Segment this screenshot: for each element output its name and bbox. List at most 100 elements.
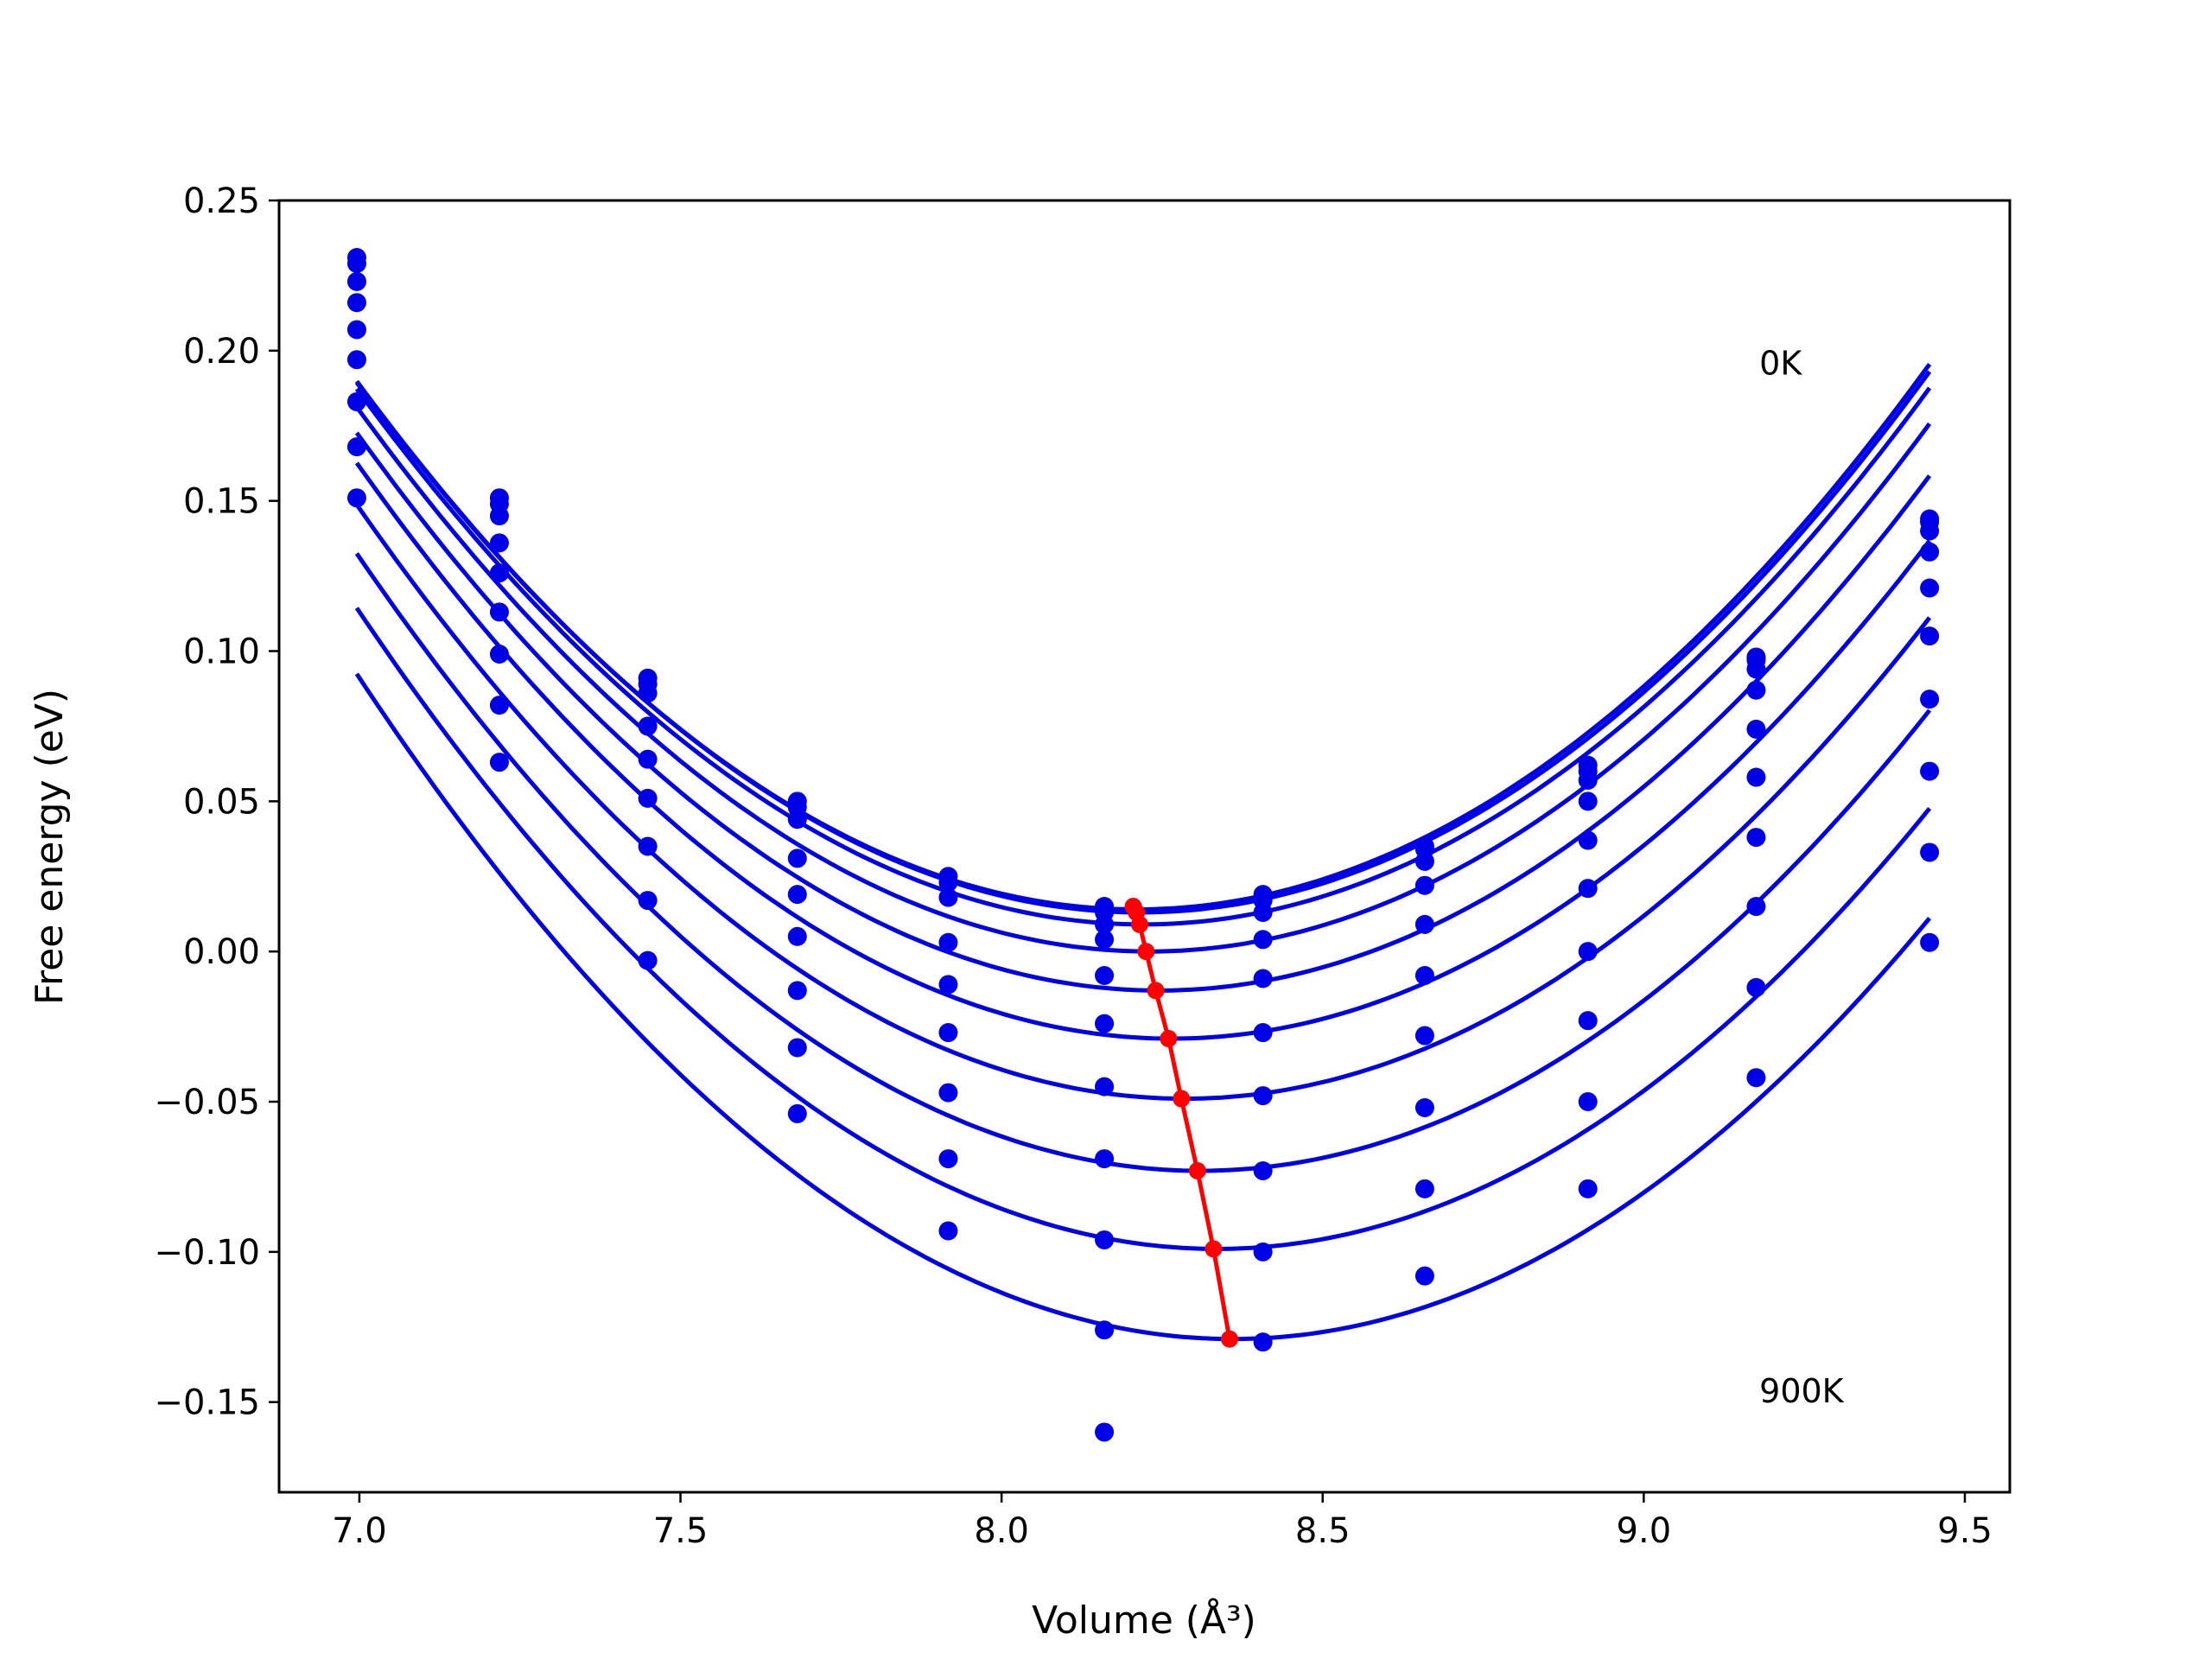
data-point <box>1746 977 1766 997</box>
data-point <box>489 563 509 583</box>
plot-frame <box>277 199 2012 1494</box>
data-point <box>638 950 658 970</box>
data-point <box>489 753 509 772</box>
data-point <box>787 885 807 905</box>
data-point <box>1920 626 1940 646</box>
fit-curve <box>354 503 1932 1101</box>
data-point <box>787 1103 807 1123</box>
data-point <box>346 350 366 370</box>
data-point <box>1578 879 1598 899</box>
data-point <box>1578 1011 1598 1031</box>
y-tick-label: 0.00 <box>183 932 260 972</box>
data-point <box>1095 966 1115 985</box>
data-point <box>1414 875 1434 895</box>
data-point <box>1920 932 1940 952</box>
data-point <box>1920 542 1940 562</box>
data-point <box>1746 767 1766 787</box>
data-point <box>489 506 509 526</box>
data-point <box>1253 1332 1273 1352</box>
data-point <box>1578 942 1598 962</box>
data-points <box>346 248 1940 1442</box>
minimum-point <box>1188 1161 1206 1179</box>
x-axis-ticks: 7.0 7.5 8.0 8.5 9.0 9.5 <box>332 1492 1993 1551</box>
y-tick-label: 0.25 <box>183 181 260 221</box>
data-point <box>1746 897 1766 917</box>
data-point <box>1095 1230 1115 1249</box>
y-axis-ticks: 0.25 0.20 0.15 0.10 0.05 0.00 −0.05 −0.10 −0.15 <box>154 181 279 1423</box>
data-point <box>787 981 807 1001</box>
data-point <box>638 749 658 769</box>
data-point <box>938 1083 958 1103</box>
data-point <box>346 254 366 274</box>
data-point <box>1095 1077 1115 1096</box>
data-point <box>638 836 658 856</box>
x-axis-label: Volume (Å³) <box>1032 1597 1256 1643</box>
data-point <box>1414 1097 1434 1117</box>
data-point <box>787 1038 807 1058</box>
y-tick-label: −0.15 <box>154 1383 260 1423</box>
data-point <box>1920 690 1940 709</box>
annotation-0k: 0K <box>1759 345 1802 383</box>
data-point <box>787 810 807 830</box>
data-point <box>787 849 807 868</box>
fit-curve <box>354 552 1932 1173</box>
data-point <box>1414 851 1434 871</box>
data-point <box>1253 969 1273 988</box>
data-point <box>1746 1068 1766 1088</box>
y-axis-label: Free energy (eV) <box>28 689 72 1005</box>
data-point <box>1746 719 1766 739</box>
data-point <box>1095 1422 1115 1442</box>
y-tick-label: 0.20 <box>183 332 260 372</box>
data-point <box>1253 930 1273 950</box>
minimum-point <box>1130 915 1148 933</box>
data-point <box>489 602 509 622</box>
minimum-point <box>1160 1030 1178 1048</box>
fit-curve <box>354 672 1932 1342</box>
data-point <box>489 644 509 664</box>
fit-curve <box>354 461 1932 1041</box>
x-tick-label: 8.5 <box>1295 1511 1351 1551</box>
data-point <box>1253 1242 1273 1262</box>
data-point <box>1095 1014 1115 1033</box>
data-point <box>638 788 658 808</box>
data-point <box>1414 914 1434 934</box>
data-point <box>1095 1149 1115 1169</box>
y-tick-label: 0.05 <box>183 782 260 822</box>
data-point <box>489 533 509 553</box>
data-point <box>1414 966 1434 985</box>
data-point <box>1095 914 1115 934</box>
data-point <box>346 437 366 457</box>
data-point <box>1920 842 1940 862</box>
data-point <box>938 1023 958 1043</box>
data-point <box>1414 1026 1434 1046</box>
minimum-point <box>1147 982 1165 1000</box>
x-tick-label: 8.0 <box>974 1511 1029 1551</box>
data-point <box>1253 1086 1273 1106</box>
data-point <box>1746 828 1766 848</box>
x-tick-label: 7.0 <box>332 1511 387 1551</box>
data-point <box>938 873 958 893</box>
data-point <box>1578 830 1598 850</box>
data-point <box>938 975 958 995</box>
minimum-point <box>1137 943 1155 961</box>
data-point <box>1578 791 1598 811</box>
data-point <box>1095 930 1115 950</box>
data-point <box>1578 1179 1598 1198</box>
y-tick-label: −0.05 <box>154 1083 260 1122</box>
x-tick-label: 7.5 <box>653 1511 709 1551</box>
minimum-point <box>1173 1090 1191 1108</box>
data-point <box>1253 1023 1273 1043</box>
data-point <box>346 271 366 291</box>
y-tick-label: −0.10 <box>154 1233 260 1273</box>
data-point <box>1253 902 1273 922</box>
annotation-900k: 900K <box>1759 1372 1845 1410</box>
data-point <box>638 683 658 703</box>
y-tick-label: 0.10 <box>183 632 260 672</box>
data-point <box>1920 521 1940 541</box>
data-point <box>787 926 807 946</box>
data-point <box>1746 659 1766 679</box>
x-tick-label: 9.0 <box>1617 1511 1672 1551</box>
data-point <box>346 293 366 313</box>
